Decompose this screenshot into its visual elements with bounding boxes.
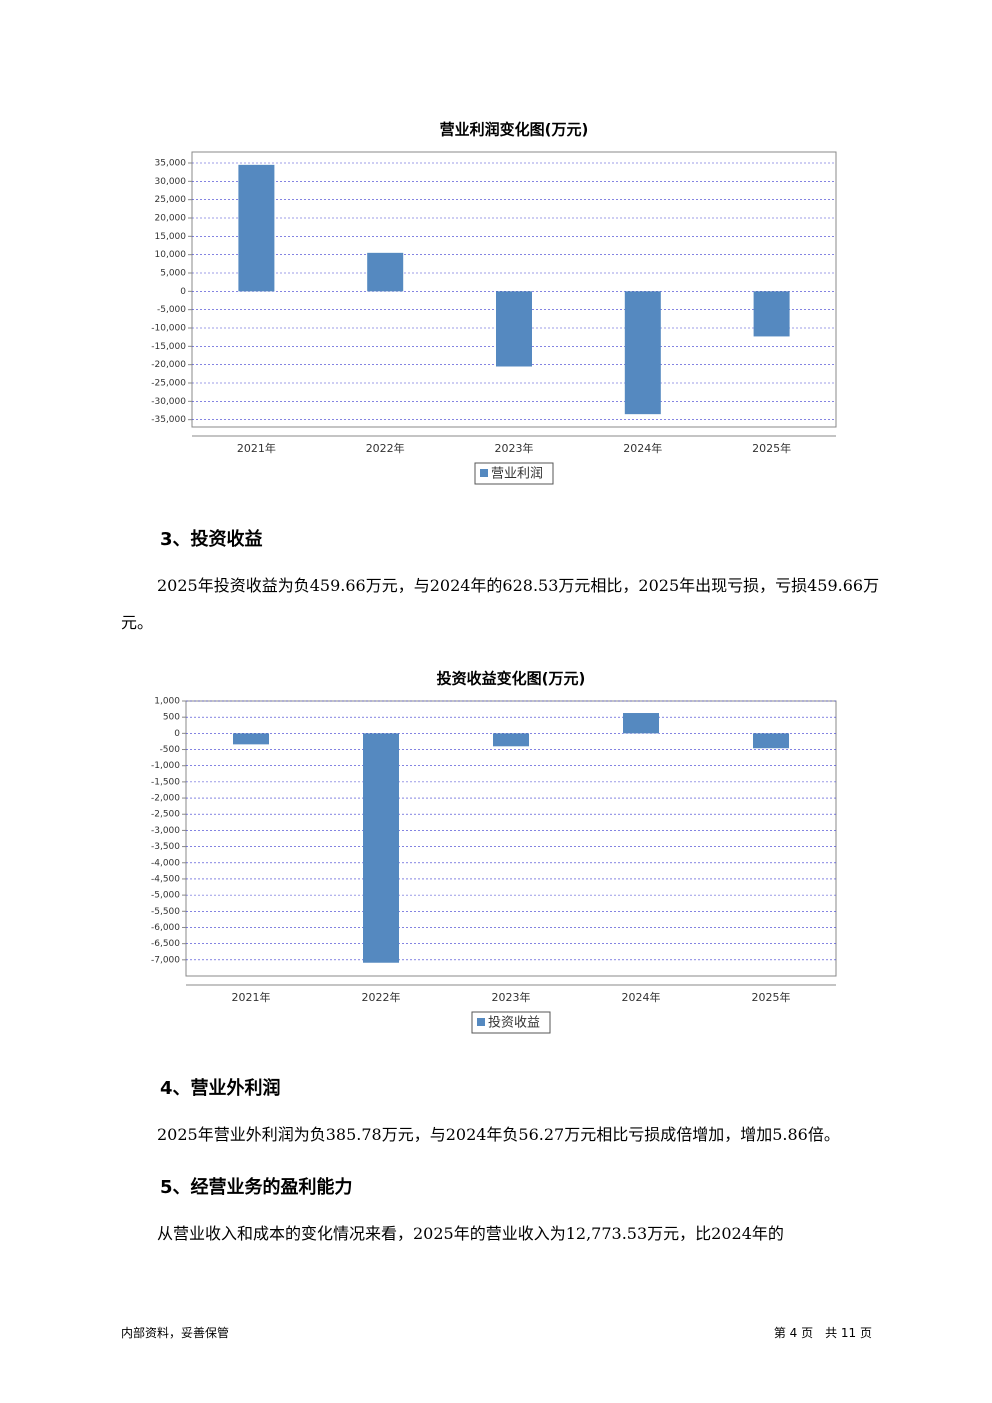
y-tick-label: -35,000	[151, 415, 186, 425]
y-tick-label: -15,000	[151, 342, 186, 352]
y-tick-label: -20,000	[151, 360, 186, 370]
y-tick-label: -2,000	[151, 794, 180, 804]
x-tick-label: 2024年	[622, 990, 661, 1004]
bar	[238, 164, 275, 292]
y-tick-label: 5,000	[160, 269, 186, 279]
y-tick-label: -3,500	[151, 842, 180, 852]
x-tick-label: 2025年	[752, 441, 791, 455]
y-tick-label: -7,000	[151, 955, 180, 965]
y-tick-label: -3,000	[151, 826, 180, 836]
y-tick-label: -500	[160, 745, 181, 755]
y-tick-label: 500	[163, 713, 180, 723]
y-tick-label: -30,000	[151, 397, 186, 407]
bar	[367, 252, 404, 292]
chart-title: 营业利润变化图(万元)	[440, 121, 589, 139]
y-tick-label: -6,000	[151, 923, 180, 933]
bar	[233, 733, 269, 745]
bar	[753, 291, 790, 337]
footer-left: 内部资料，妥善保管	[121, 1326, 230, 1340]
x-tick-label: 2021年	[237, 441, 276, 455]
y-tick-label: -4,500	[151, 874, 180, 884]
y-tick-label: -1,000	[151, 761, 180, 771]
legend-box	[474, 462, 554, 485]
y-tick-label: 10,000	[155, 250, 187, 260]
y-tick-label: -2,500	[151, 810, 180, 820]
paragraph: 2025年投资收益为负459.66万元，与2024年的628.53万元相比，20…	[121, 576, 880, 632]
y-tick-label: -5,000	[151, 891, 180, 901]
y-tick-label: 0	[180, 287, 186, 297]
y-tick-label: -4,000	[151, 858, 180, 868]
x-tick-label: 2025年	[752, 990, 791, 1004]
bar	[496, 291, 532, 367]
y-tick-label: 1,000	[154, 697, 180, 707]
y-tick-label: 20,000	[155, 214, 187, 224]
bar	[493, 733, 529, 747]
y-tick-label: -1,500	[151, 777, 180, 787]
x-tick-label: 2023年	[495, 441, 534, 455]
heading: 3、投资收益	[160, 529, 263, 550]
x-tick-label: 2021年	[232, 990, 271, 1004]
heading: 5、经营业务的盈利能力	[160, 1177, 353, 1198]
heading: 4、营业外利润	[160, 1078, 281, 1099]
y-tick-label: -6,500	[151, 939, 180, 949]
legend-label: 营业利润	[491, 467, 543, 482]
x-tick-label: 2022年	[362, 990, 401, 1004]
bar	[753, 733, 789, 749]
y-tick-label: -5,500	[151, 907, 180, 917]
legend-swatch	[480, 469, 488, 477]
x-tick-label: 2023年	[492, 990, 531, 1004]
paragraph: 2025年营业外利润为负385.78万元，与2024年负56.27万元相比亏损成…	[157, 1125, 840, 1144]
bar	[623, 713, 659, 734]
y-tick-label: -10,000	[151, 324, 186, 334]
legend-swatch	[477, 1018, 485, 1026]
paragraph: 从营业收入和成本的变化情况来看，2025年的营业收入为12,773.53万元，比…	[157, 1224, 784, 1243]
chart-title: 投资收益变化图(万元)	[437, 670, 586, 688]
bar	[624, 291, 661, 415]
y-tick-label: -25,000	[151, 379, 186, 389]
y-tick-label: -5,000	[157, 305, 186, 315]
y-tick-label: 0	[174, 729, 180, 739]
y-tick-label: 35,000	[155, 159, 187, 169]
plot-area	[185, 700, 837, 977]
y-tick-label: 30,000	[155, 177, 187, 187]
y-tick-label: 15,000	[155, 232, 187, 242]
x-tick-label: 2024年	[623, 441, 662, 455]
bar	[363, 733, 399, 963]
y-tick-label: 25,000	[155, 195, 187, 205]
x-tick-label: 2022年	[366, 441, 405, 455]
footer-right: 第 4 页 共 11 页	[773, 1326, 872, 1340]
legend-label: 投资收益	[488, 1015, 540, 1031]
plot-area	[191, 151, 837, 428]
legend-box	[471, 1011, 551, 1034]
